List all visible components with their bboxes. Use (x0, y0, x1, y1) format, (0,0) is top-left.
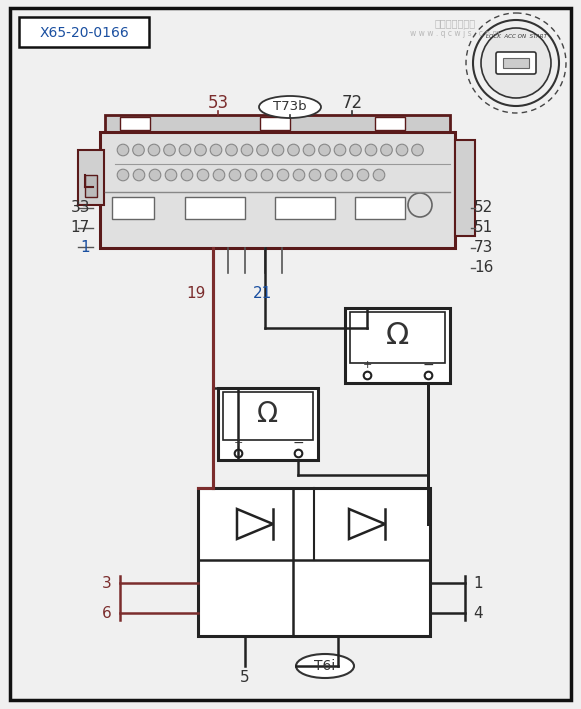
FancyBboxPatch shape (455, 140, 475, 236)
FancyBboxPatch shape (120, 117, 150, 130)
FancyBboxPatch shape (218, 388, 318, 460)
Text: 73: 73 (474, 240, 493, 255)
Circle shape (357, 169, 369, 181)
Circle shape (225, 144, 237, 156)
Text: T6i: T6i (314, 659, 336, 673)
Circle shape (195, 144, 206, 156)
Circle shape (149, 169, 161, 181)
Text: +: + (363, 360, 372, 370)
Circle shape (197, 169, 209, 181)
Text: 51: 51 (474, 220, 493, 235)
Ellipse shape (259, 96, 321, 118)
Text: 72: 72 (342, 94, 363, 112)
Text: w w w . q c w j s . c o m: w w w . q c w j s . c o m (410, 29, 500, 38)
Circle shape (319, 144, 331, 156)
Text: −: − (422, 358, 434, 372)
Circle shape (210, 144, 222, 156)
Circle shape (373, 169, 385, 181)
FancyBboxPatch shape (503, 58, 529, 68)
Circle shape (117, 169, 129, 181)
Text: Ω: Ω (257, 400, 278, 428)
FancyBboxPatch shape (78, 150, 104, 205)
FancyBboxPatch shape (260, 117, 290, 130)
Text: 6: 6 (102, 605, 112, 620)
Text: 3: 3 (102, 576, 112, 591)
Circle shape (213, 169, 225, 181)
FancyBboxPatch shape (198, 488, 430, 636)
Text: 1: 1 (80, 240, 90, 255)
Circle shape (288, 144, 299, 156)
FancyBboxPatch shape (100, 132, 455, 248)
Text: 汽车维修技术网: 汽车维修技术网 (435, 18, 476, 28)
Circle shape (341, 169, 353, 181)
Text: −: − (292, 436, 304, 450)
Circle shape (117, 144, 129, 156)
FancyBboxPatch shape (496, 52, 536, 74)
Circle shape (293, 169, 305, 181)
Text: 5: 5 (240, 671, 250, 686)
FancyBboxPatch shape (105, 115, 450, 133)
Circle shape (334, 144, 346, 156)
FancyBboxPatch shape (355, 197, 405, 219)
Circle shape (179, 144, 191, 156)
Circle shape (481, 28, 551, 98)
Text: X65-20-0166: X65-20-0166 (39, 26, 129, 40)
Circle shape (325, 169, 337, 181)
Text: LOCK  ACC ON  START: LOCK ACC ON START (486, 35, 547, 40)
Text: 33: 33 (70, 201, 90, 216)
Circle shape (261, 169, 273, 181)
Text: Ω: Ω (386, 321, 409, 350)
Circle shape (381, 144, 392, 156)
Circle shape (229, 169, 241, 181)
Circle shape (165, 169, 177, 181)
Circle shape (365, 144, 377, 156)
Text: 4: 4 (473, 605, 483, 620)
Ellipse shape (296, 654, 354, 678)
Circle shape (350, 144, 361, 156)
Circle shape (133, 169, 145, 181)
FancyBboxPatch shape (185, 197, 245, 219)
Text: 16: 16 (474, 260, 493, 276)
Circle shape (257, 144, 268, 156)
FancyBboxPatch shape (345, 308, 450, 383)
Text: 17: 17 (71, 220, 90, 235)
Text: 19: 19 (187, 286, 206, 301)
Circle shape (181, 169, 193, 181)
Circle shape (309, 169, 321, 181)
Circle shape (164, 144, 175, 156)
Circle shape (412, 144, 424, 156)
FancyBboxPatch shape (112, 197, 154, 219)
Text: 52: 52 (474, 201, 493, 216)
Circle shape (241, 144, 253, 156)
FancyBboxPatch shape (275, 197, 335, 219)
Circle shape (303, 144, 315, 156)
Text: 53: 53 (207, 94, 228, 112)
Circle shape (148, 144, 160, 156)
Text: 21: 21 (252, 286, 272, 301)
FancyBboxPatch shape (19, 17, 149, 47)
Circle shape (272, 144, 284, 156)
Text: 1: 1 (473, 576, 483, 591)
Circle shape (132, 144, 144, 156)
Circle shape (396, 144, 408, 156)
FancyBboxPatch shape (375, 117, 405, 130)
Circle shape (245, 169, 257, 181)
FancyBboxPatch shape (223, 392, 313, 440)
Text: +: + (234, 438, 243, 448)
Circle shape (277, 169, 289, 181)
FancyBboxPatch shape (85, 175, 97, 197)
Text: T73b: T73b (273, 101, 307, 113)
FancyBboxPatch shape (350, 312, 445, 363)
